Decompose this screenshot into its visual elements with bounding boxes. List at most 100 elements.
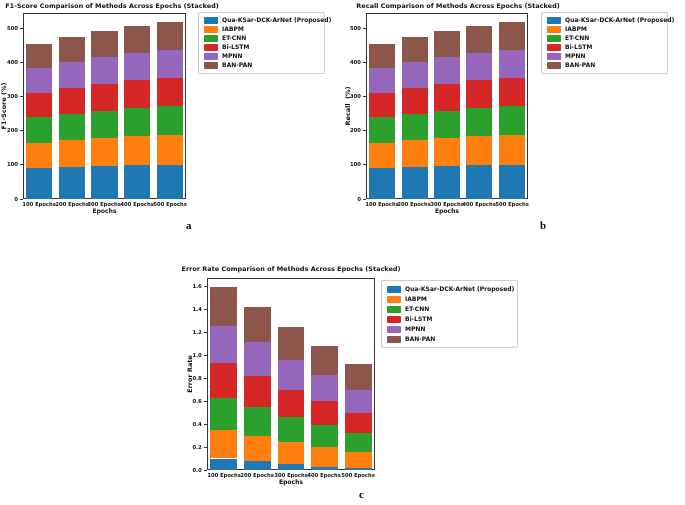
x-tick-label-text: 500 Epochs bbox=[341, 473, 375, 479]
bar-segment-qua-ksar-dck-arnet-proposed bbox=[156, 164, 183, 199]
bar-segment-qua-ksar-dck-arnet-proposed bbox=[91, 166, 118, 199]
x-tick-label-text: 400 Epochs bbox=[462, 202, 497, 208]
legend-item: ET-CNN bbox=[387, 305, 512, 313]
bar-segment-et-cnn bbox=[466, 108, 493, 137]
bar-segment-ban-pan bbox=[243, 306, 271, 343]
bar-segment-ban-pan bbox=[91, 31, 118, 58]
bar-segment-mpnn bbox=[498, 49, 525, 78]
x-axis-label: Epochs bbox=[279, 479, 303, 486]
bar-segment-mpnn bbox=[124, 53, 151, 81]
bar-segment-et-cnn bbox=[26, 117, 53, 143]
bar-segment-qua-ksar-dck-arnet-proposed bbox=[58, 167, 85, 199]
y-tick-mark bbox=[204, 423, 207, 425]
legend-label: Bi-LSTM bbox=[565, 44, 593, 51]
legend-label: Qua-KSar-DCK-ArNet (Proposed) bbox=[565, 17, 675, 24]
bar-segment-qua-ksar-dck-arnet-proposed bbox=[311, 466, 339, 470]
y-tick-mark bbox=[20, 164, 23, 166]
bar-segment-et-cnn bbox=[401, 113, 428, 141]
bar-segment-mpnn bbox=[58, 62, 85, 88]
bar-segment-bi-lstm bbox=[434, 83, 460, 111]
bar-segment-iabpm bbox=[401, 140, 428, 168]
bar-segment-ban-pan bbox=[466, 26, 493, 54]
bar-segment-bi-lstm bbox=[58, 87, 85, 114]
bar-segment-et-cnn bbox=[58, 113, 85, 141]
legend-label: ET-CNN bbox=[405, 305, 430, 313]
legend-label: ET-CNN bbox=[565, 35, 590, 42]
legend-item: ET-CNN bbox=[204, 35, 319, 42]
bar-segment-ban-pan bbox=[401, 36, 428, 63]
bar-segment-qua-ksar-dck-arnet-proposed bbox=[369, 168, 396, 199]
bar-segment-qua-ksar-dck-arnet-proposed bbox=[124, 165, 151, 199]
chart-title: Recall Comparison of Methods Across Epoc… bbox=[356, 2, 560, 10]
legend-swatch bbox=[547, 17, 561, 24]
legend-item: MPNN bbox=[204, 53, 319, 60]
y-tick-mark bbox=[20, 198, 23, 200]
y-tick-label-text: 0.8 bbox=[192, 375, 202, 381]
bar-segment-mpnn bbox=[369, 68, 396, 93]
y-tick-mark bbox=[363, 198, 366, 200]
bar-segment-qua-ksar-dck-arnet-proposed bbox=[498, 164, 525, 199]
y-tick-mark bbox=[204, 285, 207, 287]
legend-item: Bi-LSTM bbox=[547, 44, 662, 51]
bar-segment-qua-ksar-dck-arnet-proposed bbox=[243, 460, 271, 470]
bar-segment-ban-pan bbox=[156, 21, 183, 50]
y-tick-label-text: 0.4 bbox=[192, 421, 202, 427]
bar-segment-ban-pan bbox=[210, 287, 238, 327]
legend-swatch bbox=[204, 62, 218, 69]
y-tick-label-text: 300 bbox=[350, 93, 361, 100]
x-tick-label-text: 200 Epochs bbox=[397, 202, 432, 208]
legend-swatch bbox=[387, 305, 401, 313]
legend-label: Qua-KSar-DCK-ArNet (Proposed) bbox=[222, 17, 332, 24]
y-tick-mark bbox=[363, 130, 366, 132]
bar-segment-et-cnn bbox=[210, 397, 238, 430]
bar-segment-et-cnn bbox=[344, 433, 372, 452]
panel-label-a: a bbox=[186, 220, 192, 232]
legend-item: Qua-KSar-DCK-ArNet (Proposed) bbox=[547, 17, 674, 24]
bar-segment-ban-pan bbox=[26, 43, 53, 69]
bar-segment-iabpm bbox=[58, 140, 85, 168]
bar-segment-iabpm bbox=[344, 451, 372, 468]
legend-label: IABPM bbox=[222, 26, 244, 33]
bar-segment-bi-lstm bbox=[369, 92, 396, 118]
bar-segment-iabpm bbox=[210, 429, 238, 459]
legend-item: IABPM bbox=[387, 295, 512, 303]
legend-swatch bbox=[204, 17, 218, 24]
bar-segment-mpnn bbox=[26, 68, 53, 93]
bar-segment-iabpm bbox=[26, 142, 53, 169]
bar-segment-et-cnn bbox=[369, 117, 396, 143]
y-tick-mark bbox=[363, 61, 366, 63]
legend-item: MPNN bbox=[547, 53, 662, 60]
y-tick-label-text: 0.2 bbox=[192, 444, 202, 450]
panel-label-c: c bbox=[359, 489, 364, 501]
legend-swatch bbox=[547, 62, 561, 69]
legend-label: Bi-LSTM bbox=[405, 315, 433, 323]
legend-swatch bbox=[547, 53, 561, 60]
y-tick-label-text: 1.0 bbox=[192, 352, 202, 358]
x-tick-label-text: 400 Epochs bbox=[307, 473, 342, 479]
legend-swatch bbox=[547, 44, 561, 51]
bar-segment-iabpm bbox=[369, 142, 396, 169]
legend-label: MPNN bbox=[405, 325, 426, 333]
bar-segment-mpnn bbox=[156, 49, 183, 78]
bar-segment-qua-ksar-dck-arnet-proposed bbox=[344, 467, 372, 470]
legend-label: MPNN bbox=[222, 53, 243, 60]
y-tick-mark bbox=[204, 469, 207, 471]
legend-item: Bi-LSTM bbox=[387, 315, 512, 323]
legend-swatch bbox=[204, 26, 218, 33]
y-tick-mark bbox=[20, 61, 23, 63]
bar-segment-qua-ksar-dck-arnet-proposed bbox=[210, 458, 238, 470]
legend: Qua-KSar-DCK-ArNet (Proposed) IABPM ET-CNN… bbox=[541, 12, 674, 74]
chart-title: Error Rate Comparison of Methods Across … bbox=[181, 265, 401, 273]
bar-segment-ban-pan bbox=[369, 43, 396, 69]
bar-segment-bi-lstm bbox=[210, 363, 238, 398]
y-tick-mark bbox=[204, 377, 207, 379]
legend-item: BAN-PAN bbox=[547, 62, 662, 69]
legend-swatch bbox=[387, 335, 401, 343]
panel-label-b: b bbox=[540, 220, 547, 232]
bar-segment-bi-lstm bbox=[156, 77, 183, 106]
bar-segment-qua-ksar-dck-arnet-proposed bbox=[26, 168, 53, 199]
legend-item: BAN-PAN bbox=[204, 62, 319, 69]
y-tick-label-text: 0 bbox=[14, 196, 18, 202]
y-tick-label-text: 400 bbox=[7, 59, 18, 66]
